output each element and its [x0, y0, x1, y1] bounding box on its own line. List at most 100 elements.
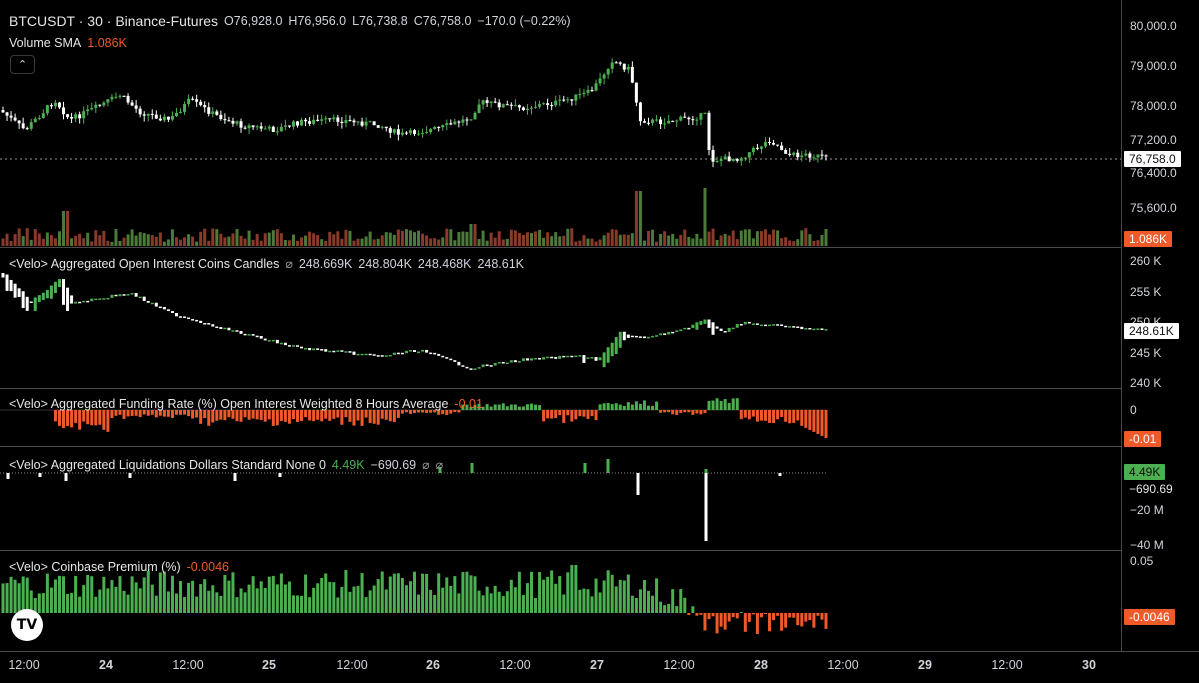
liq-tick: −20 M — [1130, 503, 1164, 517]
volume-label[interactable]: Volume SMA — [9, 36, 82, 50]
coinbase-premium-histogram[interactable] — [0, 551, 1121, 651]
volume-bar — [622, 234, 626, 246]
oi-candle — [324, 349, 328, 352]
volume-bar — [70, 238, 74, 246]
time-scale[interactable]: 12:00 24 12:00 25 12:00 26 12:00 27 12:00 28 12:00… — [0, 651, 1199, 683]
funding-rate-histogram[interactable] — [0, 389, 1121, 446]
pane-separator[interactable] — [0, 446, 1121, 447]
symbol-title[interactable]: BTCUSDT · 30 · Binance-Futures — [9, 13, 219, 29]
open-interest-chart[interactable] — [0, 248, 1121, 388]
funding-rate-pane[interactable]: <Velo> Aggregated Funding Rate (%) Open … — [0, 389, 1121, 446]
oi-candle — [13, 283, 17, 298]
funding-bar — [626, 402, 630, 410]
pane-separator[interactable] — [0, 550, 1121, 551]
premium-bar — [820, 613, 824, 620]
oi-candle — [388, 354, 392, 357]
oi-candle — [642, 336, 646, 339]
premium-bar — [90, 576, 94, 613]
oi-candle — [788, 326, 792, 328]
oi-candle — [663, 333, 667, 335]
candle-body — [166, 116, 170, 120]
coinbase-premium-pane[interactable]: <Velo> Coinbase Premium (%) -0.0046 — [0, 551, 1121, 651]
oi-candle — [473, 368, 477, 370]
volume-bar — [110, 241, 114, 246]
oi-candle — [824, 329, 828, 331]
premium-bar — [360, 573, 364, 613]
candle-body — [203, 105, 207, 108]
oi-candle — [356, 353, 360, 356]
time-tick: 28 — [754, 658, 768, 672]
funding-legend: <Velo> Aggregated Funding Rate (%) Open … — [9, 397, 483, 411]
price-scale[interactable]: 80,000.0 79,000.0 78,000.0 77,200.0 76,4… — [1122, 0, 1199, 651]
premium-bar — [364, 597, 368, 613]
funding-bar — [283, 410, 287, 422]
volume-bar — [715, 239, 719, 246]
volume-bar — [114, 228, 118, 246]
oi-candle — [558, 355, 562, 359]
time-tick: 29 — [918, 658, 932, 672]
premium-bar — [150, 584, 154, 613]
premium-bar — [291, 595, 295, 613]
volume-bar — [731, 230, 735, 246]
candle-body — [267, 126, 271, 129]
oi-candle — [114, 294, 118, 297]
oi-candle — [199, 320, 203, 324]
oi-candle — [695, 322, 699, 330]
candle-body — [57, 102, 61, 108]
volume-bar — [812, 240, 816, 246]
candlestick-chart[interactable] — [0, 0, 1121, 247]
candle-body — [529, 107, 533, 109]
volume-bar — [396, 229, 400, 246]
premium-bar — [1, 583, 5, 613]
candle-body — [158, 118, 162, 121]
ohlc-low: L76,738.8 — [352, 14, 408, 28]
pane-separator[interactable] — [0, 388, 1121, 389]
premium-bar — [642, 580, 646, 613]
volume-bar — [82, 238, 86, 246]
funding-bar — [203, 410, 207, 419]
last-price-tag: 76,758.0 — [1124, 151, 1181, 167]
funding-bar — [219, 410, 223, 420]
candle-body — [29, 122, 33, 129]
oi-candle — [743, 321, 747, 325]
funding-bar — [719, 400, 723, 410]
volume-bar — [618, 234, 622, 246]
collapse-legend-button[interactable]: ⌃ — [10, 55, 35, 74]
volume-bar — [525, 232, 529, 246]
funding-label[interactable]: <Velo> Aggregated Funding Rate (%) Open … — [9, 397, 449, 411]
funding-bar — [239, 410, 243, 422]
volume-bar — [550, 236, 554, 246]
funding-bar — [542, 410, 546, 422]
pane-separator[interactable] — [0, 247, 1121, 248]
tradingview-logo-icon[interactable]: TV — [11, 609, 43, 641]
open-interest-pane[interactable]: <Velo> Aggregated Open Interest Coins Ca… — [0, 248, 1121, 388]
liquidations-histogram[interactable] — [0, 447, 1121, 550]
liquidations-pane[interactable]: <Velo> Aggregated Liquidations Dollars S… — [0, 447, 1121, 550]
funding-bar — [800, 410, 804, 426]
volume-bar — [772, 229, 776, 246]
funding-bar — [675, 410, 679, 415]
candle-body — [13, 117, 17, 121]
candle-body — [106, 99, 110, 103]
premium-label[interactable]: <Velo> Coinbase Premium (%) — [9, 560, 181, 574]
oi-candle — [66, 287, 70, 311]
price-pane[interactable]: BTCUSDT · 30 · Binance-Futures O76,928.0… — [0, 0, 1121, 247]
funding-bar — [154, 410, 158, 418]
funding-bar — [457, 410, 461, 413]
funding-bar — [747, 410, 751, 420]
funding-bar — [425, 410, 429, 413]
funding-bar — [808, 410, 812, 430]
funding-bar — [126, 410, 130, 417]
candle-body — [558, 99, 562, 101]
oi-candle — [417, 351, 421, 354]
liq-label[interactable]: <Velo> Aggregated Liquidations Dollars S… — [9, 457, 326, 472]
oi-label[interactable]: <Velo> Aggregated Open Interest Coins Ca… — [9, 256, 280, 271]
volume-bar — [9, 240, 13, 246]
volume-bar — [735, 239, 739, 246]
funding-bar — [812, 410, 816, 432]
premium-bar — [610, 574, 614, 613]
volume-bar — [465, 231, 469, 246]
candle-body — [634, 82, 638, 103]
premium-bar — [703, 613, 707, 631]
funding-bar — [215, 410, 219, 421]
